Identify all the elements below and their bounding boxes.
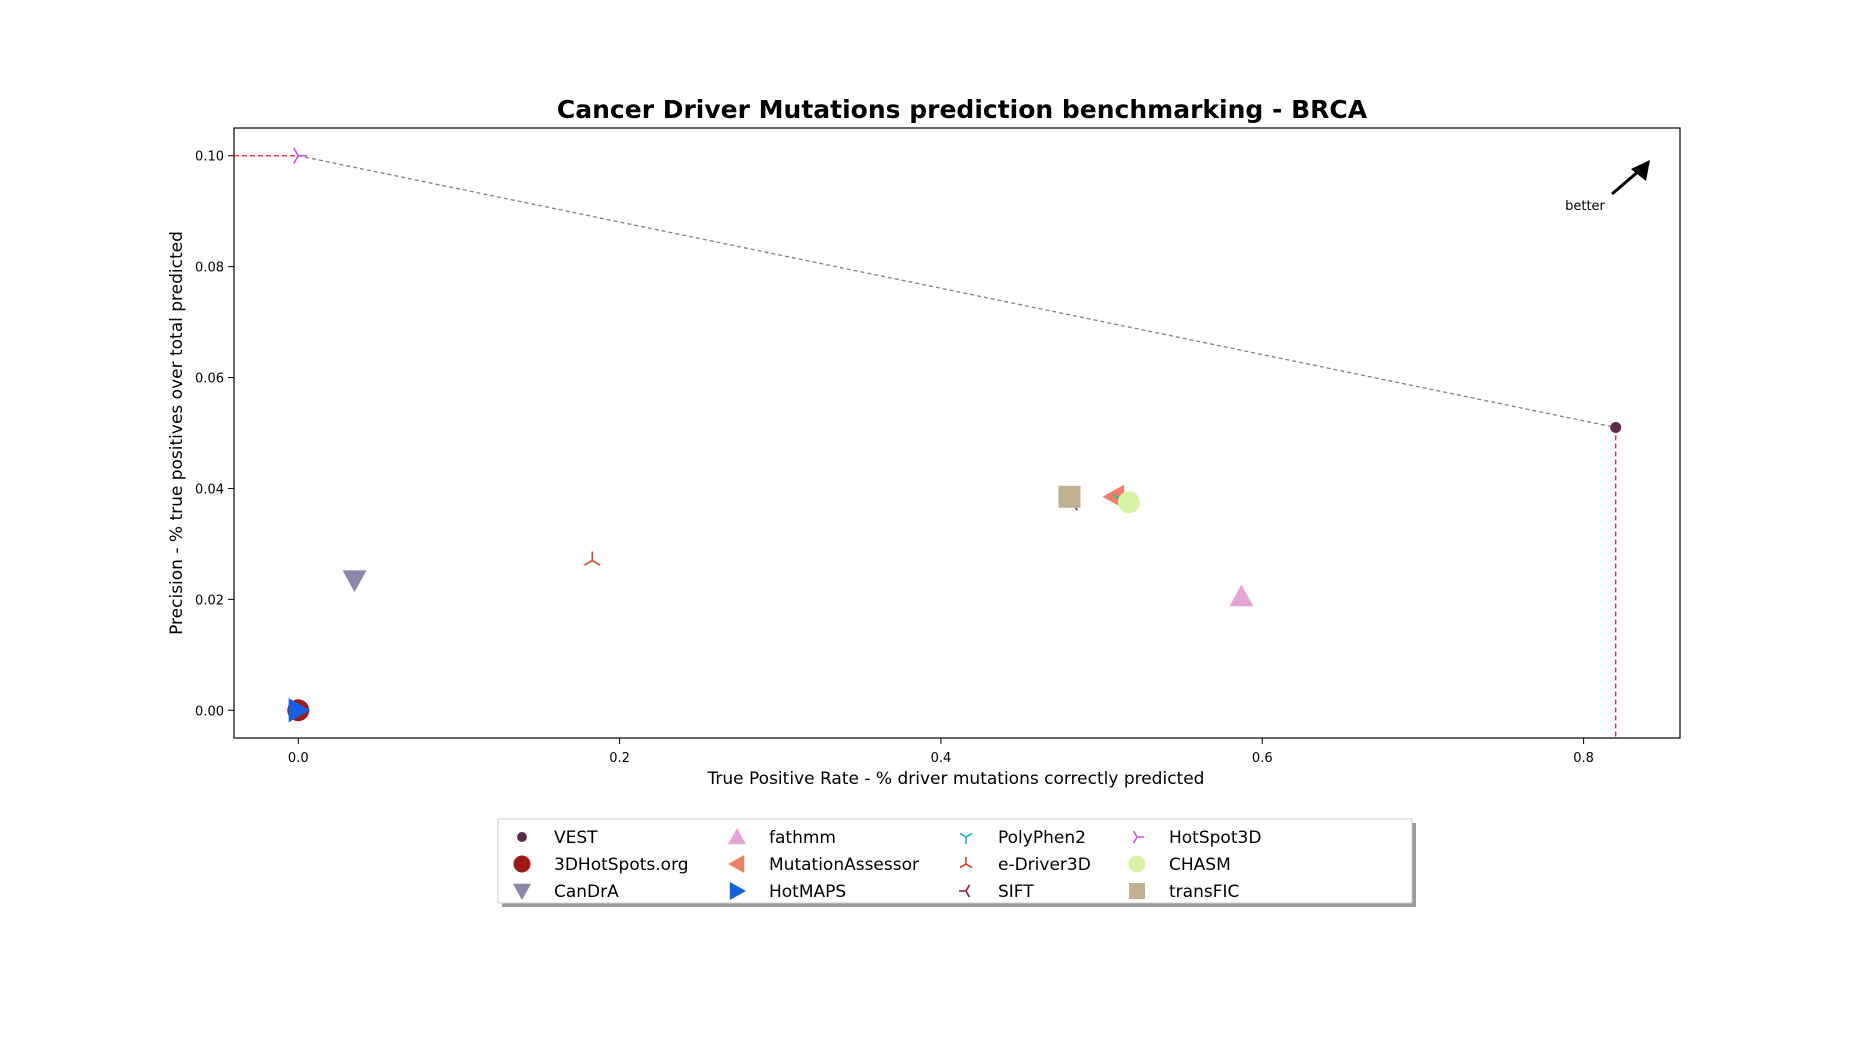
legend-marker-e-driver3d xyxy=(959,857,973,869)
legend-label-vest: VEST xyxy=(554,828,598,848)
better-arrow-shaft xyxy=(1611,168,1641,196)
point-vest xyxy=(1610,421,1622,433)
legend-marker-polyphen2 xyxy=(959,832,973,844)
point-transfic xyxy=(1058,485,1081,508)
legend-frame xyxy=(497,818,1413,904)
legend-marker-chasm xyxy=(1128,855,1146,873)
legend-label-sift: SIFT xyxy=(998,882,1034,902)
legend: VEST 3DHotSpots.org CanDrA fathmm MutationAs… xyxy=(497,818,1416,907)
legend-marker-hotspot3d xyxy=(1132,830,1144,844)
legend-marker-3dhotspots-org xyxy=(513,855,531,873)
pareto-front xyxy=(234,155,1617,738)
point-chasm xyxy=(1117,491,1140,514)
chart-title: Cancer Driver Mutations prediction bench… xyxy=(557,95,1368,124)
legend-label-polyphen2: PolyPhen2 xyxy=(998,828,1086,848)
legend-marker-transfic xyxy=(1129,883,1145,899)
better-annotation: better xyxy=(1565,160,1650,214)
better-arrow-head xyxy=(1631,160,1650,181)
better-label: better xyxy=(1565,199,1605,214)
y-tick-label: 0.00 xyxy=(195,704,224,719)
legend-marker-fathmm xyxy=(728,828,746,845)
point-candra xyxy=(342,570,367,592)
legend-marker-hotmaps xyxy=(729,882,746,900)
point-hotspot3d xyxy=(293,147,308,164)
x-tick-label: 0.0 xyxy=(288,751,309,766)
x-tick-label: 0.6 xyxy=(1252,751,1273,766)
y-tick-label: 0.06 xyxy=(195,372,224,387)
x-tick-label: 0.2 xyxy=(609,751,630,766)
point-hotmaps xyxy=(288,698,311,723)
point-fathmm xyxy=(1229,584,1254,607)
legend-label-transfic: transFIC xyxy=(1169,882,1239,902)
legend-label-3dhotspots-org: 3DHotSpots.org xyxy=(554,855,689,875)
y-tick-label: 0.10 xyxy=(195,150,224,165)
x-axis-label: True Positive Rate - % driver mutations … xyxy=(707,769,1205,789)
legend-label-e-driver3d: e-Driver3D xyxy=(998,855,1091,875)
legend-marker-vest xyxy=(517,832,527,842)
x-axis-ticks: 0.0 0.2 0.4 0.6 0.8 xyxy=(288,738,1594,766)
x-tick-label: 0.4 xyxy=(931,751,952,766)
y-axis-ticks: 0.00 0.02 0.04 0.06 0.08 0.10 xyxy=(195,150,234,719)
x-tick-label: 0.8 xyxy=(1573,751,1594,766)
legend-marker-mutationassessor xyxy=(728,855,745,873)
y-tick-label: 0.04 xyxy=(195,482,224,497)
y-tick-label: 0.02 xyxy=(195,593,224,608)
y-tick-label: 0.08 xyxy=(195,261,224,276)
legend-marker-sift xyxy=(959,884,971,898)
legend-label-chasm: CHASM xyxy=(1169,855,1231,875)
legend-items: VEST 3DHotSpots.org CanDrA fathmm MutationAs… xyxy=(513,828,1261,902)
legend-label-hotmaps: HotMAPS xyxy=(769,882,846,902)
point-e-driver3d xyxy=(584,551,601,566)
legend-label-mutationassessor: MutationAssessor xyxy=(769,855,919,875)
data-points xyxy=(287,147,1622,723)
y-axis-label: Precision - % true positives over total … xyxy=(167,231,187,635)
legend-label-candra: CanDrA xyxy=(554,882,619,902)
legend-marker-candra xyxy=(513,883,531,900)
pareto-front-line xyxy=(298,155,1616,429)
plot-area xyxy=(233,127,1681,739)
legend-label-fathmm: fathmm xyxy=(769,828,836,848)
legend-label-hotspot3d: HotSpot3D xyxy=(1169,828,1261,848)
